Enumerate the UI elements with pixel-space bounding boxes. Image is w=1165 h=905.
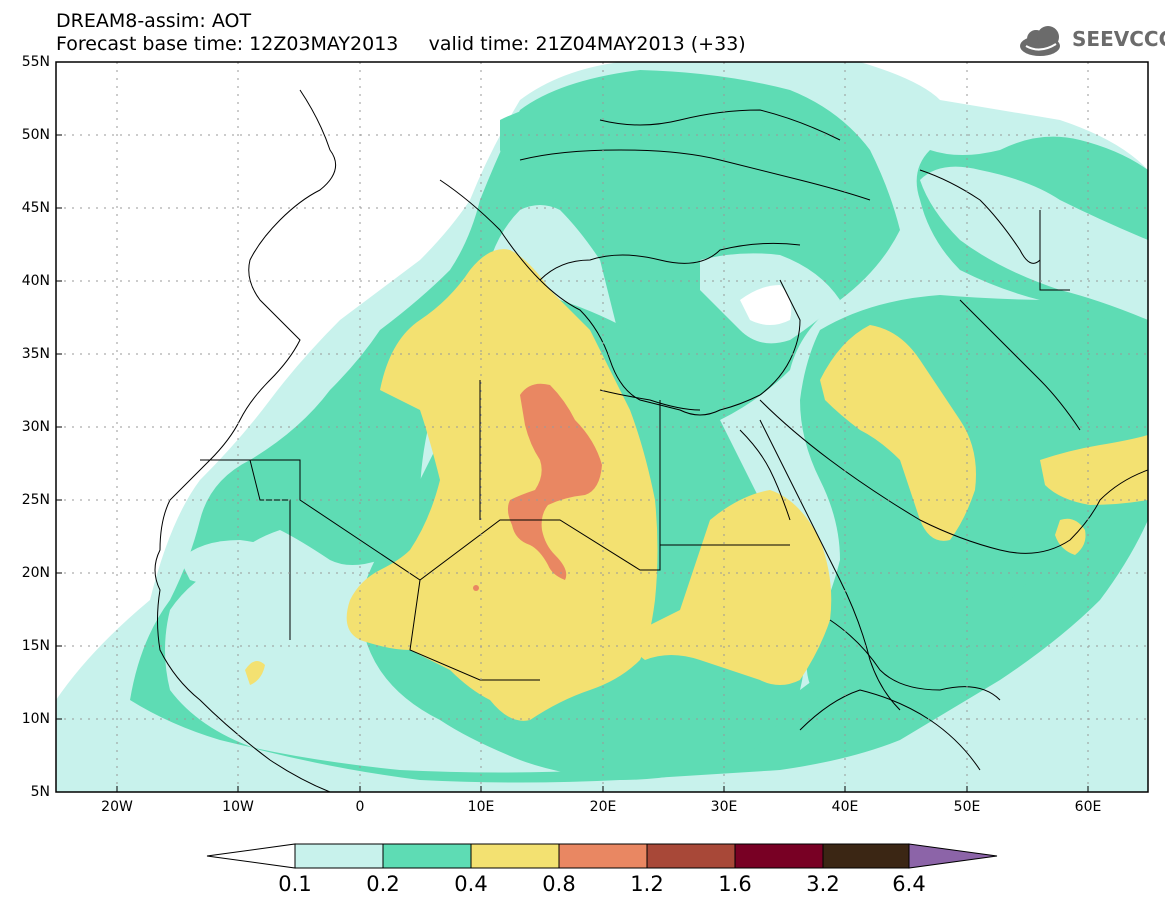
aot-0.8-spot <box>473 585 479 591</box>
coastlines <box>154 89 1148 792</box>
lat-label: 10N <box>21 711 50 727</box>
lat-label: 50N <box>21 127 50 143</box>
aot-0.4-region-oman <box>1055 518 1086 555</box>
cloud-icon <box>1020 26 1060 56</box>
colorbar-over <box>908 843 998 869</box>
lon-label: 0 <box>355 799 365 815</box>
forecast-time-subtitle: Forecast base time: 12Z03MAY2013 valid t… <box>56 33 746 55</box>
lat-label: 55N <box>21 54 50 70</box>
lat-label: 40N <box>21 273 50 289</box>
colorbar-bin-0.2 <box>382 843 472 869</box>
lon-label: 40E <box>831 799 859 815</box>
aot-0.8-region <box>507 383 602 580</box>
colorbar-label: 0.8 <box>542 872 576 896</box>
aot-0.4-region-w <box>245 661 265 685</box>
lon-label: 10W <box>222 799 254 815</box>
aot-0.4-region-arabia <box>820 325 976 541</box>
aot-0.4-region-gulf <box>1040 435 1148 505</box>
colorbar-bin-1.2 <box>646 843 736 869</box>
aot-low-region-atlantic <box>180 540 300 590</box>
lon-label: 10E <box>467 799 495 815</box>
colorbar-label: 0.1 <box>278 872 312 896</box>
colorbar-label: 1.6 <box>718 872 752 896</box>
lat-label: 5N <box>30 784 50 800</box>
colorbar-bin-1.6 <box>734 843 824 869</box>
colorbar-label: 0.2 <box>366 872 400 896</box>
colorbar-under <box>206 843 296 869</box>
map-title: DREAM8-assim: AOT <box>56 10 252 32</box>
lat-label: 35N <box>21 346 50 362</box>
lon-label: 50E <box>953 799 981 815</box>
lat-label: 20N <box>21 565 50 581</box>
lat-label: 45N <box>21 200 50 216</box>
axis-ticks <box>56 134 1089 792</box>
colorbar-label: 6.4 <box>892 872 926 896</box>
colorbar-label: 3.2 <box>806 872 840 896</box>
aot-0.4-region-sahara <box>346 249 658 721</box>
lon-label: 20E <box>589 799 617 815</box>
lon-label: 30E <box>710 799 738 815</box>
logo-text: SEEVCCC <box>1072 27 1165 51</box>
colorbar-bin-3.2 <box>822 843 910 869</box>
aot-0.2-region-europe <box>500 93 780 230</box>
lon-label: 60E <box>1074 799 1102 815</box>
lat-label: 15N <box>21 638 50 654</box>
colorbar-bin-0.4 <box>470 843 560 869</box>
colorbar <box>206 843 998 869</box>
lon-label: 20W <box>101 799 133 815</box>
lat-label: 30N <box>21 419 50 435</box>
aot-0.4-region-sudan <box>636 490 832 685</box>
colorbar-bin-0.1 <box>294 843 384 869</box>
aot-low-region-white-sea <box>740 285 792 325</box>
lat-label: 25N <box>21 492 50 508</box>
colorbar-label: 1.2 <box>630 872 664 896</box>
graticule <box>56 62 1148 792</box>
colorbar-bin-0.8 <box>558 843 648 869</box>
colorbar-label: 0.4 <box>454 872 488 896</box>
